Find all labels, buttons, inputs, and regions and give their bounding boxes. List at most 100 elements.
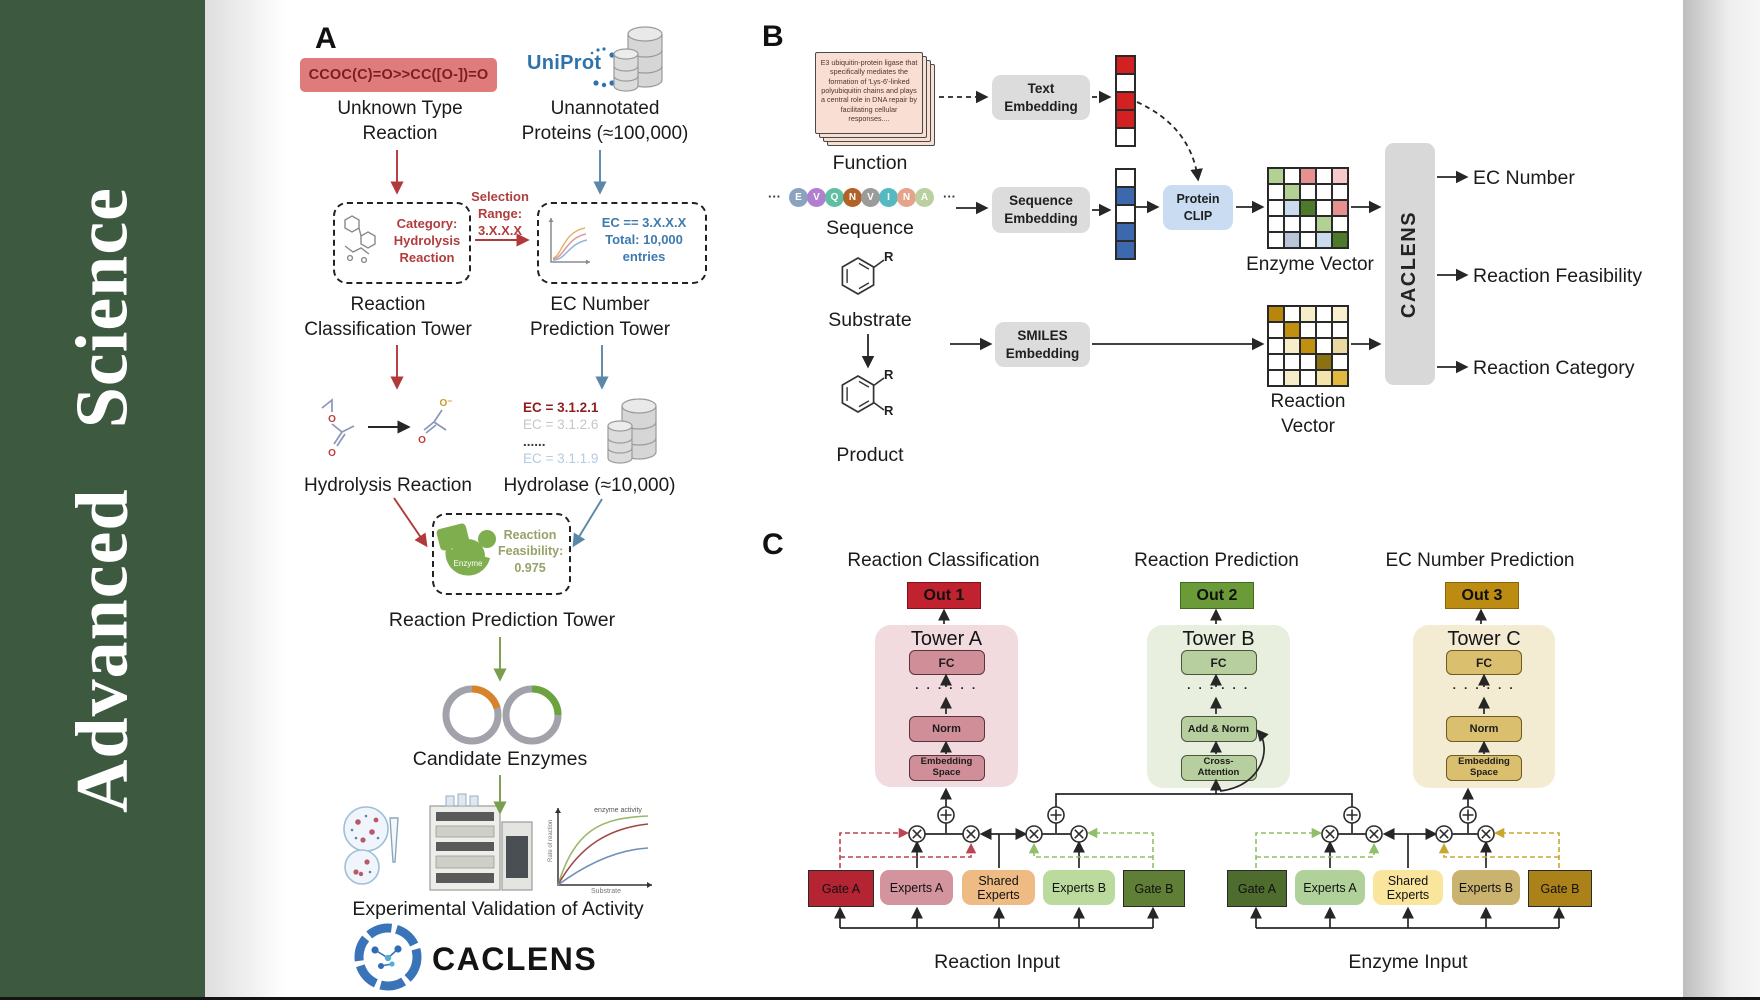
matrix-cell (1284, 306, 1300, 322)
text-line: Attention (1197, 767, 1240, 778)
matrix-cell (1284, 184, 1300, 200)
enzyme-vector-label: Enzyme Vector (1246, 254, 1374, 275)
classification-tower-label: Reaction Classification Tower (278, 292, 498, 342)
tower-c-embedding-space-block: Embedding Space (1446, 755, 1522, 781)
matrix-cell (1316, 370, 1332, 386)
hydrolysis-molecules-icon (321, 398, 447, 447)
gate-routing-dashed-lines (839, 827, 1560, 868)
out-1-box: Out 1 (907, 582, 981, 609)
text-line: Reaction (503, 528, 557, 542)
ec-number-list: EC = 3.1.2.1 EC = 3.1.2.6...... EC = 3.1.1… (523, 399, 613, 468)
text-line: Reaction (350, 294, 426, 315)
tower-c-fc-block: FC (1446, 650, 1522, 675)
panel-b-flow-arrows (861, 90, 1469, 374)
matrix-cell (1300, 184, 1316, 200)
kinetics-xlabel: Substrate (591, 888, 621, 895)
matrix-cell (1332, 306, 1348, 322)
uniprot-logo: UniProt (527, 52, 602, 74)
ec-tower-label: EC Number Prediction Tower (505, 292, 695, 342)
function-card-text: E3 ubiquitin-protein ligase that specifi… (820, 58, 918, 124)
enzyme-gate-a-box: Gate A (1227, 870, 1287, 907)
text-embedding-box: Text Embedding (992, 75, 1090, 120)
matrix-cell (1268, 168, 1284, 184)
ec-list-item: EC = 3.1.2.1 (523, 400, 599, 415)
out-2-box: Out 2 (1180, 582, 1254, 609)
text-line: entries (622, 248, 666, 264)
matrix-cell (1116, 110, 1135, 128)
tower-c-title: Tower C (1447, 628, 1521, 650)
text-line: Unknown Type (337, 98, 463, 119)
matrix-cell (1268, 306, 1284, 322)
sum-node-icon (937, 806, 1477, 824)
text-line: Cross- (1203, 756, 1234, 768)
matrix-cell (1284, 200, 1300, 216)
substrate-r-group: R (884, 249, 894, 264)
ec-list-item: EC = 3.1.1.9 (523, 451, 599, 467)
text-line: Embedding (1458, 756, 1510, 768)
matrix-cell (1268, 370, 1284, 386)
caclens-logo-icon (354, 923, 422, 991)
caclens-wordmark: CACLENS (432, 941, 598, 977)
sequence-label: Sequence (826, 217, 914, 239)
output-ec-number: EC Number (1473, 167, 1575, 189)
text-line: Total: 10,000 (605, 231, 683, 247)
matrix-cell (1284, 354, 1300, 370)
reaction-shared-experts-box: Shared Experts (962, 870, 1035, 905)
journal-sidebar: Advanced Science (0, 0, 205, 1000)
text-line: EC Number (550, 294, 650, 315)
plasmid-icons (442, 685, 562, 745)
sequence-residue-token: I (879, 188, 898, 207)
unannotated-proteins-label: Unannotated Proteins (≈100,000) (515, 96, 695, 146)
text-line: Feasibility: (498, 544, 564, 559)
sequence-ellipsis-left: ··· (768, 189, 781, 204)
tower-b-dots: · · · · · · (1187, 681, 1250, 695)
product-label: Product (836, 444, 904, 466)
ec-total-text: EC == 3.X.X.X Total: 10,000 entries (590, 215, 698, 266)
product-benzene-icon (841, 375, 875, 413)
matrix-cell (1116, 74, 1135, 92)
matrix-cell (1316, 216, 1332, 232)
matrix-cell (1116, 241, 1135, 259)
matrix-cell (1300, 232, 1316, 248)
selection-range-text: Selection Range: 3.X.X.X (466, 189, 534, 240)
hydrolysis-reaction-label: Hydrolysis Reaction (304, 475, 472, 496)
matrix-cell (1316, 200, 1332, 216)
reaction-vector-label: Reaction Vector (1270, 391, 1346, 438)
tower-b-title: Tower B (1182, 628, 1255, 650)
matrix-cell (1268, 200, 1284, 216)
acetate-o-minus-label: O⁻ (439, 398, 452, 409)
matrix-cell (1316, 322, 1332, 338)
substrate-benzene-icon (841, 257, 875, 295)
product-r-group-bottom: R (884, 403, 894, 418)
reaction-gate-a-box: Gate A (808, 870, 874, 907)
matrix-cell (1116, 56, 1135, 74)
sequence-residue-token: E (789, 188, 808, 207)
smiles-embedding-box: SMILES Embedding (995, 322, 1090, 367)
matrix-cell (1300, 168, 1316, 184)
tower-b-add-norm-block: Add & Norm (1180, 716, 1257, 742)
panel-c-label: C (762, 528, 784, 561)
text-line: Protein (1176, 192, 1220, 207)
reaction-classification-dashed-box (333, 202, 471, 284)
section-title-ec-number-prediction: EC Number Prediction (1385, 550, 1575, 571)
text-line: Classification Tower (304, 319, 472, 341)
matrix-cell (1300, 306, 1316, 322)
text-line: EC == 3.X.X.X (601, 215, 687, 230)
enzyme-vector-matrix (1267, 167, 1349, 249)
sequence-residue-token: Q (825, 188, 844, 207)
text-embedding-vector (1115, 55, 1136, 147)
text-line: CLIP (1183, 208, 1213, 223)
section-title-reaction-prediction: Reaction Prediction (1134, 550, 1299, 571)
matrix-cell (1300, 370, 1316, 386)
matrix-cell (1284, 338, 1300, 354)
matrix-cell (1268, 354, 1284, 370)
smiles-reaction-box: CCOC(C)=O>>CC([O-])=O (300, 58, 497, 92)
multiply-node-icon (908, 825, 1495, 843)
text-line: SMILES (1017, 327, 1068, 343)
matrix-cell (1284, 216, 1300, 232)
sequence-embedding-box: Sequence Embedding (992, 187, 1090, 233)
matrix-cell (1332, 354, 1348, 370)
caclens-model-bar: CACLENS (1385, 143, 1435, 385)
matrix-cell (1332, 168, 1348, 184)
tower-c-dots: · · · · · · (1452, 681, 1516, 695)
